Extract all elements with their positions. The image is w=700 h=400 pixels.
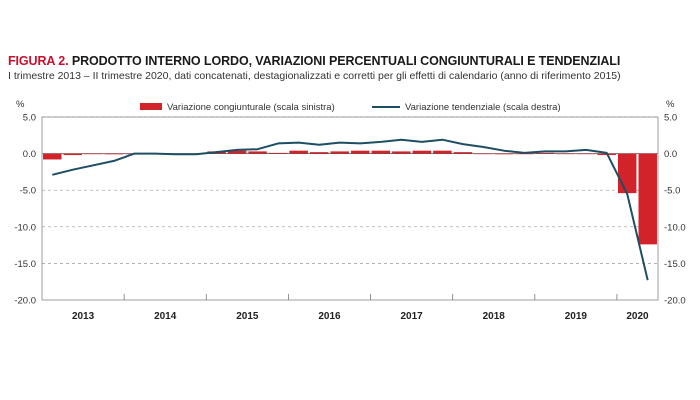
right-axis-tick-label: -15.0 xyxy=(664,259,686,270)
year-label: 2016 xyxy=(318,311,341,322)
right-axis-tick-label: 5.0 xyxy=(664,113,677,124)
legend-label: Variazione tendenziale (scala destra) xyxy=(405,102,561,113)
year-label: 2018 xyxy=(483,311,506,322)
bar xyxy=(268,152,288,154)
left-axis-tick-label: -10.0 xyxy=(14,222,36,233)
bar xyxy=(412,150,432,154)
left-axis-tick-label: 5.0 xyxy=(23,113,36,124)
left-axis-unit: % xyxy=(16,99,25,110)
legend-label: Variazione congiunturale (scala sinistra… xyxy=(167,102,335,113)
bar xyxy=(453,152,473,154)
bar xyxy=(248,151,267,154)
bar xyxy=(371,150,391,154)
right-axis-tick-label: -5.0 xyxy=(664,186,680,197)
bar xyxy=(515,153,534,155)
bar xyxy=(63,153,83,156)
bar xyxy=(392,151,411,154)
bar xyxy=(433,150,452,154)
year-label: 2020 xyxy=(626,311,649,322)
year-label: 2014 xyxy=(154,311,177,322)
plot-frame xyxy=(41,116,659,301)
bar xyxy=(494,153,514,155)
right-axis-unit: % xyxy=(666,99,675,110)
bar xyxy=(104,153,124,155)
bar xyxy=(576,153,596,155)
bar xyxy=(638,153,657,245)
left-axis-tick-label: -5.0 xyxy=(20,186,36,197)
chart-title: FIGURA 2. PRODOTTO INTERNO LORDO, VARIAZ… xyxy=(8,54,620,68)
left-axis-tick-label: 0.0 xyxy=(23,149,36,160)
bar xyxy=(474,153,493,155)
year-label: 2015 xyxy=(236,311,259,322)
bar xyxy=(535,152,555,154)
bar xyxy=(289,150,308,154)
year-label: 2019 xyxy=(565,311,588,322)
year-label: 2013 xyxy=(72,311,95,322)
bar xyxy=(330,151,349,154)
right-axis-tick-label: -20.0 xyxy=(664,296,686,307)
bar xyxy=(556,153,575,155)
figure-title: PRODOTTO INTERNO LORDO, VARIAZIONI PERCE… xyxy=(71,54,621,68)
chart-subtitle: I trimestre 2013 – II trimestre 2020, da… xyxy=(8,70,621,82)
bar xyxy=(351,150,370,154)
bar xyxy=(43,153,62,160)
left-axis-tick-label: -20.0 xyxy=(14,296,36,307)
figure-label: FIGURA 2. xyxy=(8,54,69,68)
bar xyxy=(227,150,247,154)
bar xyxy=(617,153,637,194)
bar xyxy=(84,153,103,155)
legend-swatch-bar xyxy=(140,103,162,110)
series-line xyxy=(52,138,649,281)
year-label: 2017 xyxy=(400,311,423,322)
left-axis-tick-label: -15.0 xyxy=(14,259,36,270)
bar xyxy=(309,152,329,154)
right-axis-tick-label: -10.0 xyxy=(664,222,686,233)
right-axis-tick-label: 0.0 xyxy=(664,149,677,160)
